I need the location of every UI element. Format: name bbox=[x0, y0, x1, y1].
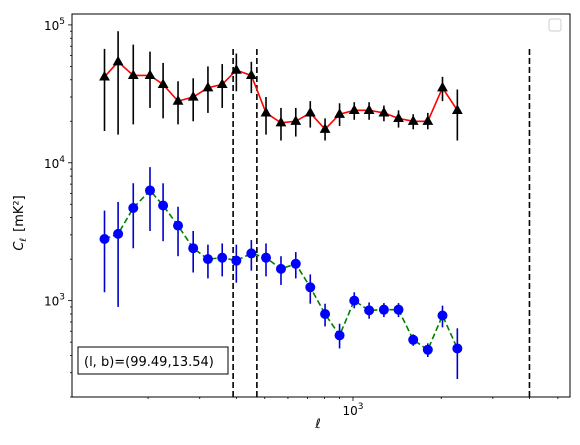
y-tick-label-0: 103 bbox=[44, 293, 65, 309]
point-1-9 bbox=[231, 255, 242, 266]
plot-background bbox=[72, 14, 570, 397]
point-0-12 bbox=[275, 116, 287, 127]
point-0-9 bbox=[230, 64, 242, 74]
point-1-3 bbox=[144, 185, 155, 196]
y-tick-label-1: 104 bbox=[44, 155, 65, 171]
y-tick-label-exp: 4 bbox=[59, 155, 65, 165]
y-tick-label-base: 10 bbox=[44, 157, 59, 171]
annotation-box bbox=[77, 346, 229, 375]
x-tick-label-base: 10 bbox=[342, 404, 357, 418]
y-axis-label-unit: [mK²] bbox=[12, 195, 27, 232]
y-axis-label-main: C bbox=[12, 241, 27, 251]
point-1-23 bbox=[437, 310, 448, 321]
point-1-5 bbox=[173, 220, 184, 231]
point-1-0 bbox=[99, 233, 110, 244]
y-tick-label-2: 105 bbox=[44, 17, 65, 33]
x-axis-label: ℓ bbox=[314, 417, 320, 432]
point-0-17 bbox=[348, 104, 360, 114]
annotation-text: (l, b)=(99.49,13.54) bbox=[84, 355, 214, 370]
point-1-7 bbox=[202, 254, 213, 265]
point-1-15 bbox=[320, 308, 331, 319]
point-0-22 bbox=[422, 115, 434, 125]
point-0-13 bbox=[290, 115, 302, 125]
point-0-0 bbox=[99, 70, 110, 81]
series-1 bbox=[99, 167, 463, 380]
point-0-2 bbox=[127, 69, 139, 80]
point-0-8 bbox=[216, 78, 228, 89]
point-1-17 bbox=[349, 295, 360, 306]
series-0 bbox=[99, 31, 463, 141]
point-1-14 bbox=[305, 282, 316, 293]
y-tick-label-base: 10 bbox=[44, 295, 59, 309]
point-1-13 bbox=[290, 258, 301, 269]
y-tick-label-exp: 5 bbox=[59, 17, 65, 27]
point-0-7 bbox=[202, 81, 214, 92]
point-1-2 bbox=[128, 202, 139, 213]
point-0-6 bbox=[187, 91, 199, 101]
point-1-11 bbox=[261, 252, 272, 263]
point-0-4 bbox=[157, 78, 169, 89]
point-0-18 bbox=[363, 104, 375, 114]
vertical-reference-lines bbox=[232, 49, 531, 397]
point-0-23 bbox=[437, 81, 448, 92]
axes-frame bbox=[71, 13, 571, 398]
y-axis-label: Cℓ [mK²] bbox=[12, 195, 29, 250]
point-0-14 bbox=[304, 106, 316, 117]
legend-box bbox=[548, 18, 562, 32]
plot-area bbox=[72, 14, 570, 397]
point-0-10 bbox=[245, 69, 257, 80]
point-1-12 bbox=[275, 263, 286, 274]
y-tick-label-exp: 3 bbox=[59, 293, 65, 303]
point-0-15 bbox=[319, 123, 331, 133]
point-1-10 bbox=[246, 248, 257, 259]
point-1-24 bbox=[452, 343, 463, 354]
point-1-22 bbox=[422, 344, 433, 355]
y-axis-label-sub: ℓ bbox=[19, 238, 29, 243]
point-0-5 bbox=[172, 95, 184, 105]
point-0-11 bbox=[260, 106, 272, 117]
y-tick-label-base: 10 bbox=[44, 19, 59, 33]
point-1-16 bbox=[334, 330, 345, 341]
point-0-19 bbox=[378, 106, 390, 117]
point-1-20 bbox=[393, 304, 404, 315]
point-1-4 bbox=[158, 200, 169, 211]
point-0-24 bbox=[451, 104, 463, 114]
point-0-3 bbox=[144, 69, 156, 80]
point-1-19 bbox=[378, 304, 389, 315]
point-0-16 bbox=[334, 108, 345, 118]
point-1-21 bbox=[408, 334, 419, 345]
point-0-21 bbox=[407, 115, 419, 125]
point-1-1 bbox=[113, 228, 124, 239]
point-1-6 bbox=[188, 243, 199, 254]
point-0-1 bbox=[112, 55, 124, 66]
point-0-20 bbox=[393, 112, 404, 122]
x-tick-label-0: 103 bbox=[342, 402, 363, 418]
x-tick-label-exp: 3 bbox=[358, 402, 364, 412]
series-layer bbox=[99, 31, 463, 380]
point-1-8 bbox=[217, 252, 228, 263]
point-1-18 bbox=[364, 305, 375, 316]
